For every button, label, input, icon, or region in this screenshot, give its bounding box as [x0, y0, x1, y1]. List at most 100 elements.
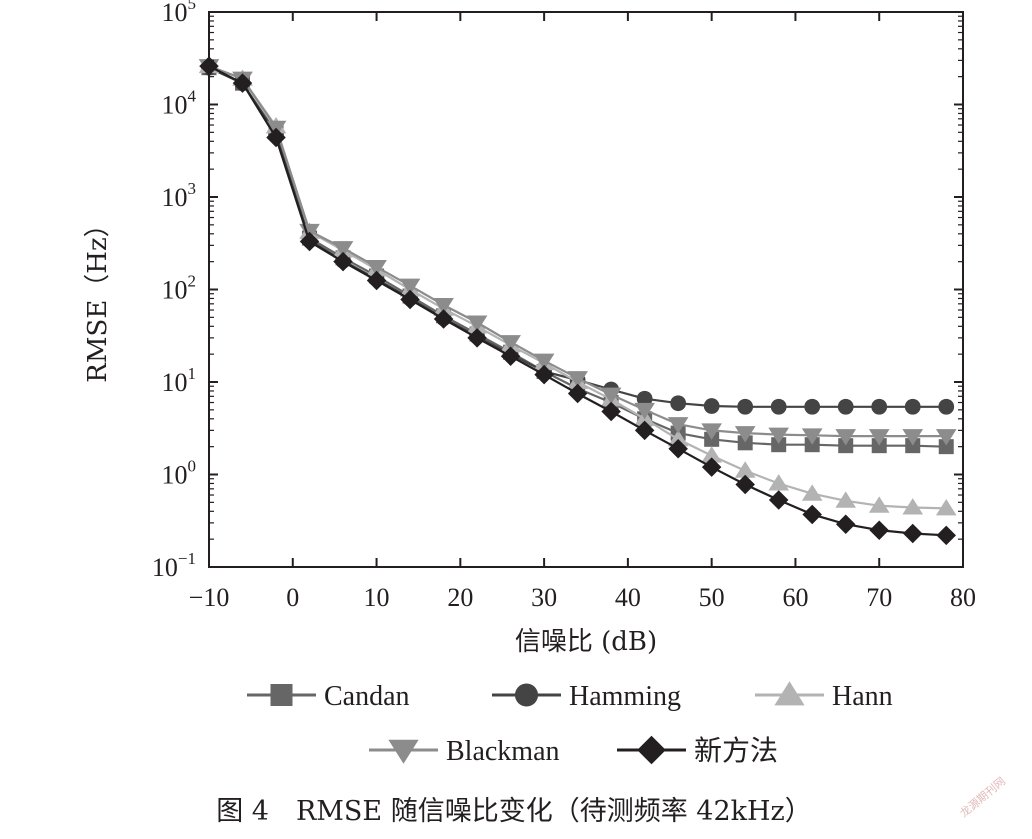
data-point [500, 346, 521, 366]
legend-label: Hann [832, 681, 893, 712]
data-point [768, 474, 790, 491]
data-point [567, 371, 588, 388]
data-point [835, 491, 857, 508]
data-point [801, 484, 823, 501]
figure-caption: 图 4 RMSE 随信噪比变化（待测频率 42kHz） [216, 796, 812, 827]
x-tick-label: 60 [782, 583, 808, 612]
data-point [768, 427, 790, 444]
data-point [701, 446, 722, 463]
x-tick-label: 70 [866, 583, 892, 612]
legend-label: Hamming [569, 681, 681, 712]
data-point [668, 438, 688, 459]
series-5 [199, 56, 956, 546]
y-tick-label: 105 [162, 0, 197, 27]
x-tick-label: −10 [189, 583, 230, 612]
data-point [871, 438, 887, 454]
series-line [208, 65, 947, 510]
data-point [838, 438, 854, 454]
data-point [835, 514, 856, 534]
legend: Candan Hamming Hann Blackman 新方法 [247, 681, 893, 767]
data-point [902, 523, 923, 544]
data-point [935, 429, 957, 446]
data-point [667, 417, 689, 434]
data-point [399, 278, 421, 296]
series-4 [198, 59, 957, 446]
data-point [837, 398, 854, 415]
legend-marker [774, 681, 805, 706]
legend-label: 新方法 [694, 735, 778, 767]
data-point [433, 297, 454, 315]
legend-item: 新方法 [617, 735, 778, 767]
data-point [905, 438, 921, 454]
x-tick-label: 30 [531, 583, 557, 612]
data-point [734, 426, 756, 443]
legend-marker [270, 684, 293, 706]
legend-item: Hann [755, 681, 893, 712]
legend-item: Blackman [369, 736, 560, 767]
y-tick-label: 10−1 [152, 549, 196, 582]
y-tick-label: 101 [162, 364, 197, 397]
data-point [771, 437, 787, 453]
y-tick-label: 102 [162, 272, 197, 305]
data-point [366, 259, 387, 277]
x-tick-label: 20 [447, 583, 473, 612]
data-point [802, 504, 822, 525]
data-point [667, 429, 689, 447]
data-point [466, 315, 488, 332]
data-point [266, 127, 286, 148]
legend-marker [388, 739, 419, 764]
data-point [500, 335, 521, 352]
series-layer [198, 56, 957, 546]
plot-frame [208, 11, 964, 568]
data-point [232, 73, 253, 93]
data-point [868, 429, 890, 446]
data-point [902, 429, 924, 446]
data-point [835, 429, 857, 446]
data-point [938, 398, 955, 415]
x-axis-label: 信噪比 (dB) [515, 627, 657, 657]
x-tick-label: 40 [615, 583, 641, 612]
data-point [634, 402, 655, 420]
y-axis-label: RMSE（Hz） [83, 211, 113, 382]
data-point [567, 383, 588, 404]
data-point [600, 387, 622, 405]
data-point [770, 398, 787, 415]
x-tick-label: 50 [699, 583, 725, 612]
axes-layer: −10 0 10 20 30 40 50 60 70 80 10−1 100 101 102 103 104 1… [152, 0, 976, 612]
data-point [735, 474, 755, 495]
data-point [366, 270, 387, 291]
data-point [701, 457, 722, 477]
y-tick-label: 103 [162, 179, 197, 212]
data-point [936, 525, 956, 546]
data-point [768, 490, 789, 510]
y-tick-label: 104 [162, 87, 197, 120]
data-point [299, 231, 320, 252]
legend-marker [514, 683, 539, 707]
data-point [333, 251, 353, 272]
data-point [701, 423, 722, 440]
data-point [433, 309, 454, 329]
data-point [871, 398, 888, 415]
data-point [804, 398, 821, 415]
data-point [869, 520, 889, 540]
data-point [670, 395, 687, 412]
legend-label: Blackman [446, 736, 560, 767]
series-line [208, 65, 947, 537]
data-point [801, 428, 823, 445]
legend-item: Hamming [492, 681, 681, 712]
data-point [703, 398, 720, 414]
data-point [400, 289, 420, 310]
data-point [737, 398, 754, 415]
data-point [636, 390, 653, 407]
data-point [935, 499, 957, 516]
watermark: 龙源期刊网 [957, 774, 1008, 820]
data-point [737, 435, 753, 451]
data-point [904, 398, 921, 415]
legend-marker [637, 735, 666, 765]
data-point [902, 498, 924, 515]
data-point [734, 461, 756, 478]
x-tick-label: 80 [950, 583, 976, 612]
data-point [332, 241, 354, 258]
x-tick-label: 10 [364, 583, 390, 612]
